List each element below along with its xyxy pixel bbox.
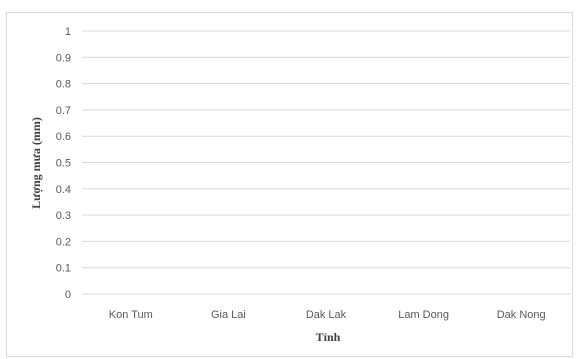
gridlines	[82, 30, 570, 295]
y-axis-title: Lượng mưa (mm)	[29, 117, 43, 209]
y-tick-label: 0.8	[56, 79, 71, 91]
y-tick-label: 0.2	[56, 236, 71, 248]
y-tick-label: 0.7	[56, 105, 71, 117]
x-axis-title: Tỉnh	[316, 330, 341, 344]
y-tick-label: 1	[65, 26, 71, 38]
y-axis-tick-labels: 0 0.1 0.2 0.3 0.4 0.5 0.6 0.7 0.8 0.9 1	[56, 26, 71, 301]
x-tick-label: Kon Tum	[109, 309, 153, 321]
x-tick-label: Dak Nong	[497, 309, 546, 321]
chart-frame	[6, 12, 573, 357]
y-tick-label: 0.6	[56, 131, 71, 143]
x-tick-label: Gia Lai	[211, 309, 246, 321]
y-tick-label: 0.1	[56, 263, 71, 275]
x-tick-label: Lam Dong	[398, 309, 449, 321]
x-tick-label: Dak Lak	[306, 309, 347, 321]
y-tick-label: 0.9	[56, 52, 71, 64]
y-tick-label: 0	[65, 289, 71, 301]
y-tick-label: 0.3	[56, 210, 71, 222]
y-tick-label: 0.5	[56, 158, 71, 170]
x-axis-tick-labels: Kon Tum Gia Lai Dak Lak Lam Dong Dak Nong	[109, 309, 546, 321]
y-tick-label: 0.4	[56, 184, 71, 196]
